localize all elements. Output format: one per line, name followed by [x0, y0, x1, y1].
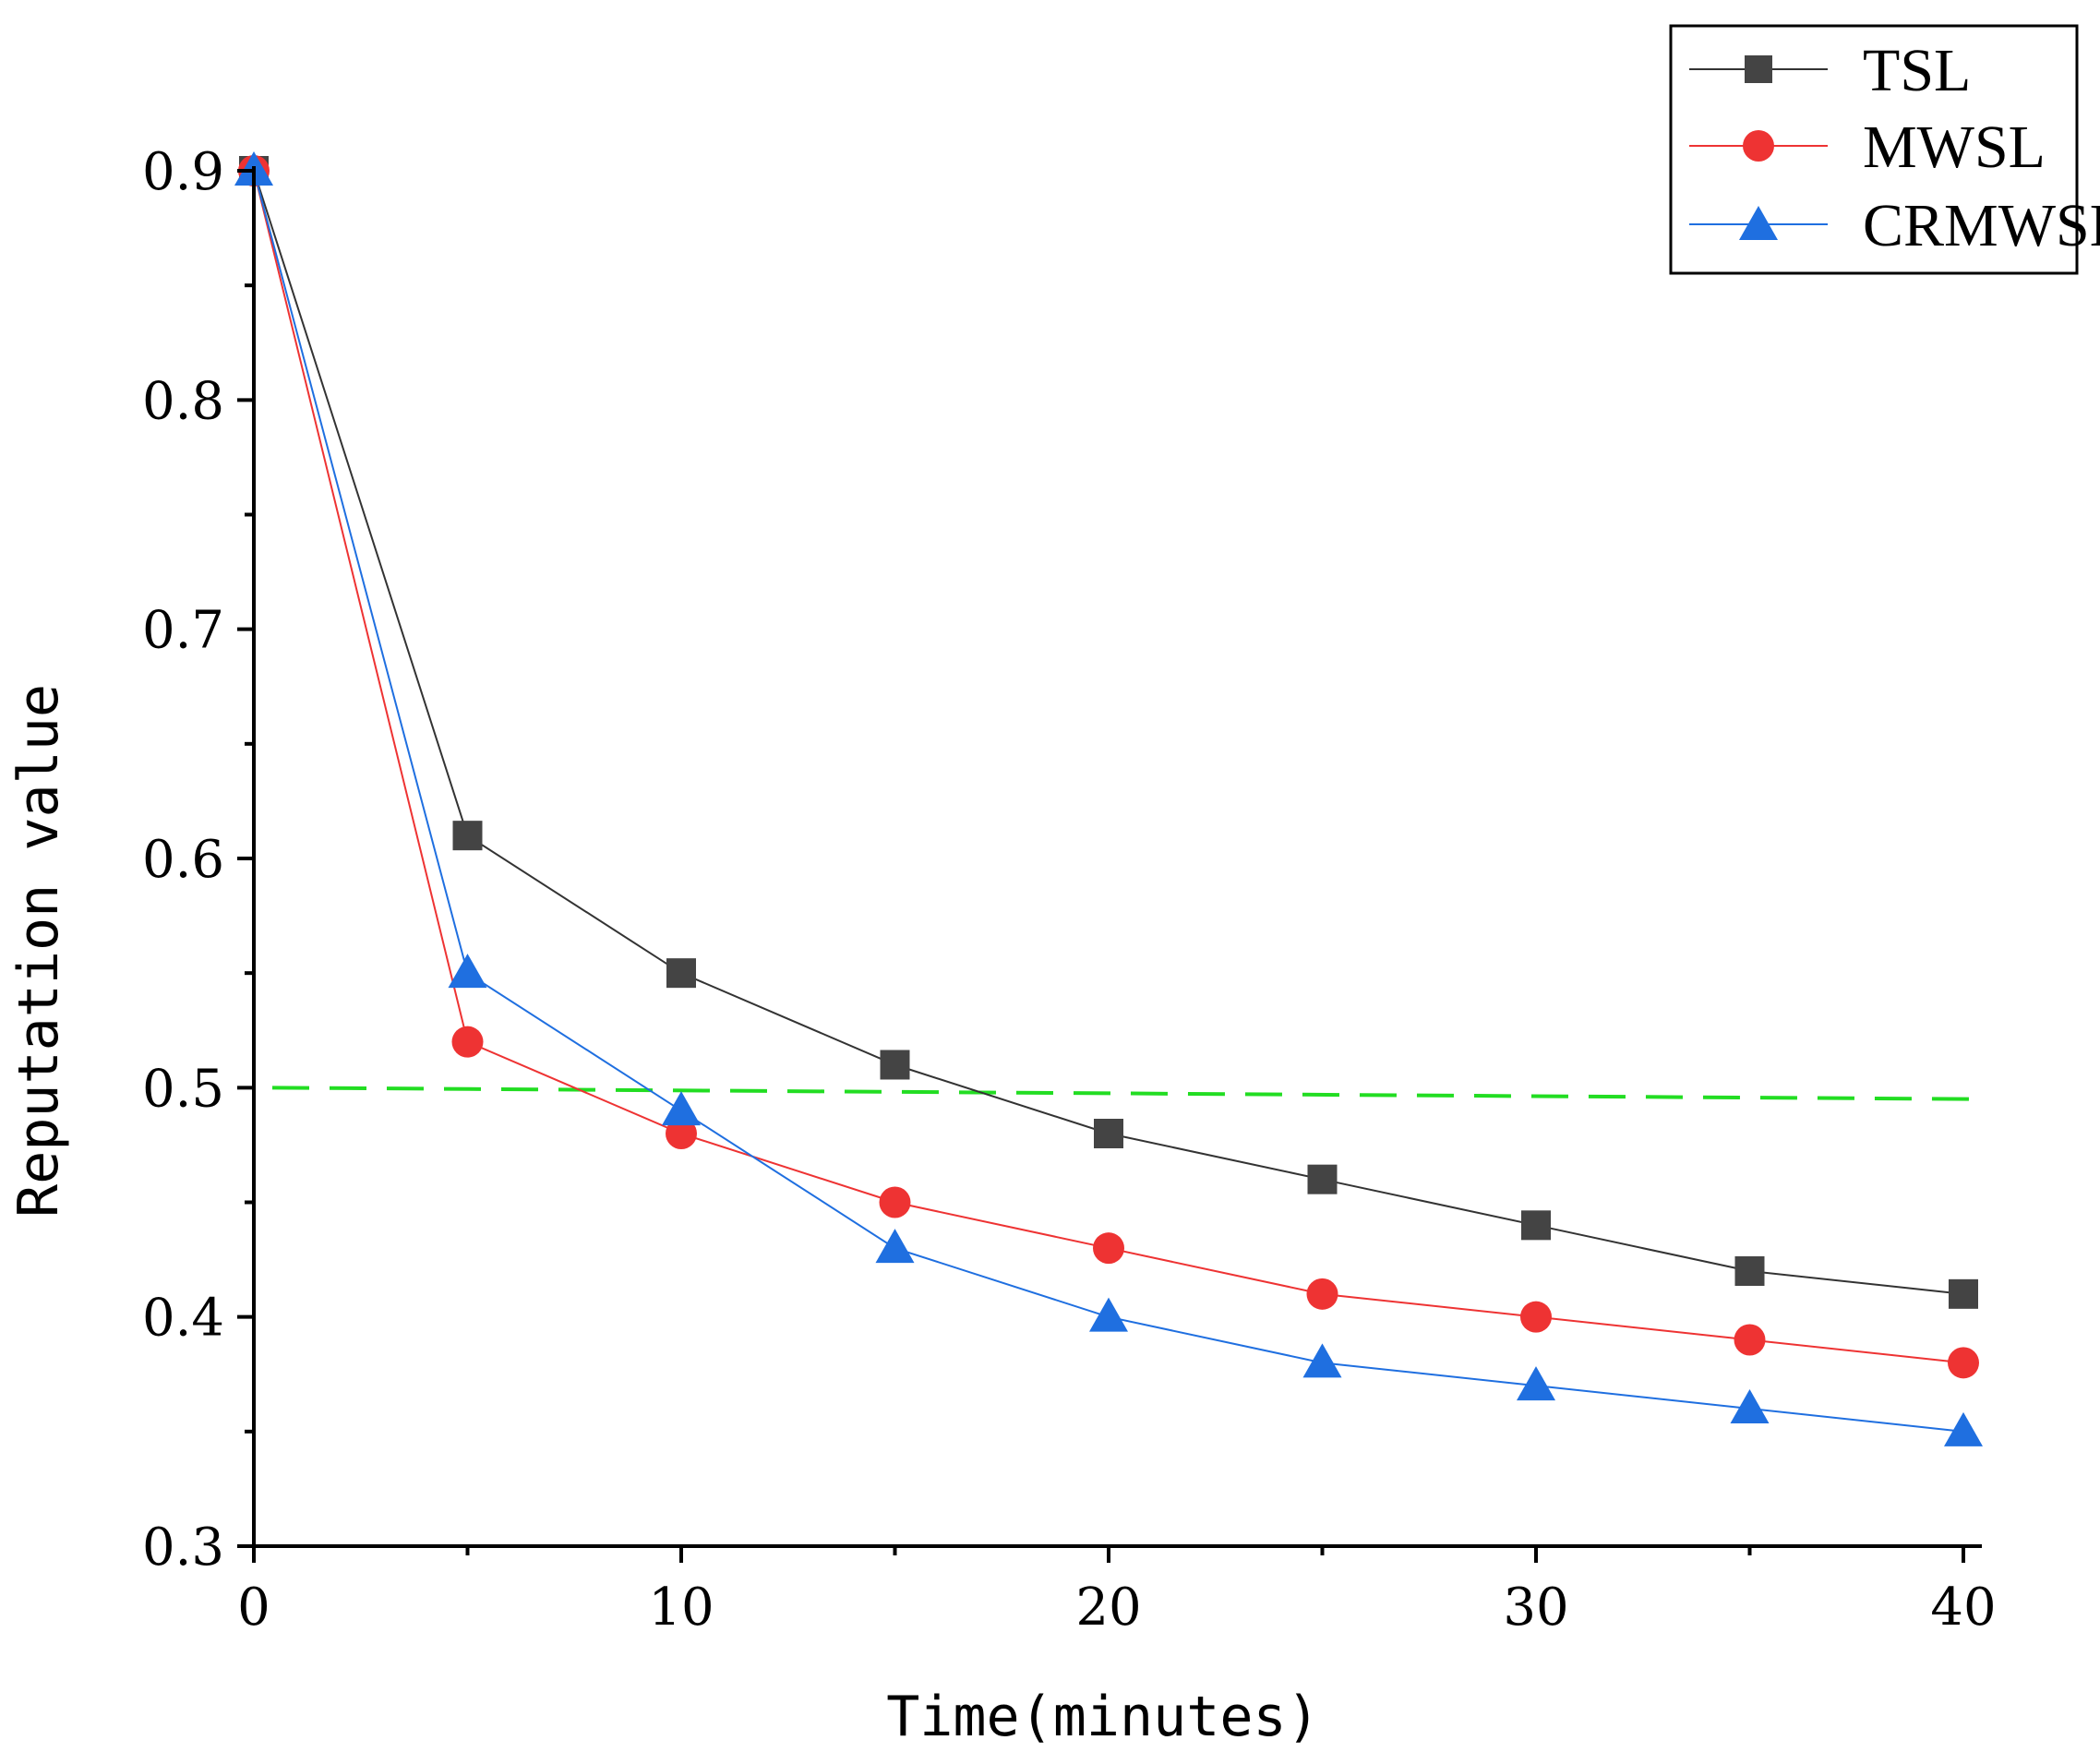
- legend-label-mwsl: MWSL: [1863, 114, 2046, 181]
- legend-box: [1669, 24, 2079, 275]
- data-point-crmwsl: [1944, 1411, 1983, 1446]
- data-point-mwsl: [1948, 1347, 1979, 1379]
- data-point-mwsl: [1306, 1278, 1338, 1310]
- data-point-tsl: [1094, 1119, 1123, 1148]
- x-tick-label: 0: [237, 1578, 270, 1638]
- data-point-crmwsl: [448, 954, 487, 989]
- y-tick-label: 0.4: [142, 1289, 224, 1349]
- data-point-crmwsl: [1517, 1366, 1555, 1401]
- data-point-mwsl: [451, 1026, 484, 1058]
- data-point-crmwsl: [1302, 1343, 1342, 1378]
- series-line-mwsl: [253, 170, 1964, 1364]
- legend-item-mwsl: MWSL: [1689, 114, 2046, 181]
- legend-item-crmwsl: CRMWSL: [1689, 192, 2100, 259]
- y-tick-label: 0.9: [142, 142, 224, 202]
- axis-ticks: 0.3 0.4 0.5 0.6 0.7 0.8 0.9 0 10 20 30 40: [142, 142, 1997, 1638]
- legend-label-tsl: TSL: [1863, 37, 1971, 104]
- data-point-tsl: [452, 821, 483, 851]
- legend-label-crmwsl: CRMWSL: [1863, 192, 2100, 259]
- y-tick-label: 0.5: [142, 1059, 224, 1119]
- data-point-mwsl: [666, 1118, 697, 1149]
- data-point-mwsl: [1734, 1324, 1766, 1356]
- data-point-tsl: [1734, 1256, 1765, 1286]
- data-point-tsl: [666, 958, 696, 989]
- data-point-tsl: [1521, 1210, 1551, 1241]
- legend: TSL MWSL CRMWSL: [1669, 24, 2100, 275]
- data-point-crmwsl: [875, 1229, 915, 1264]
- data-point-mwsl: [1520, 1301, 1552, 1333]
- data-point-tsl: [1949, 1278, 1978, 1309]
- data-point-crmwsl: [662, 1091, 701, 1126]
- x-tick-label: 20: [1075, 1578, 1141, 1638]
- data-point-mwsl: [1093, 1232, 1124, 1265]
- legend-marker-mwsl: [1743, 130, 1774, 162]
- x-axis-title: Time(minutes): [886, 1685, 1320, 1749]
- legend-item-tsl: TSL: [1689, 37, 1971, 104]
- data-point-crmwsl: [1730, 1389, 1770, 1423]
- x-tick-label: 10: [648, 1578, 714, 1638]
- y-tick-label: 0.8: [142, 371, 224, 431]
- data-point-crmwsl: [1089, 1297, 1128, 1332]
- data-point-mwsl: [879, 1186, 911, 1218]
- y-tick-label: 0.6: [142, 830, 224, 890]
- data-point-tsl: [1307, 1164, 1338, 1194]
- plot-area: [234, 151, 1985, 1446]
- data-point-tsl: [880, 1050, 910, 1080]
- y-tick-label: 0.7: [142, 601, 224, 661]
- y-tick-label: 0.3: [142, 1518, 224, 1578]
- reference-line: [271, 1086, 1985, 1101]
- x-tick-label: 40: [1930, 1578, 1996, 1638]
- y-axis-title: Reputation value: [6, 684, 71, 1218]
- x-tick-label: 30: [1503, 1578, 1568, 1638]
- legend-marker-crmwsl: [1739, 206, 1778, 240]
- legend-marker-tsl: [1745, 55, 1772, 83]
